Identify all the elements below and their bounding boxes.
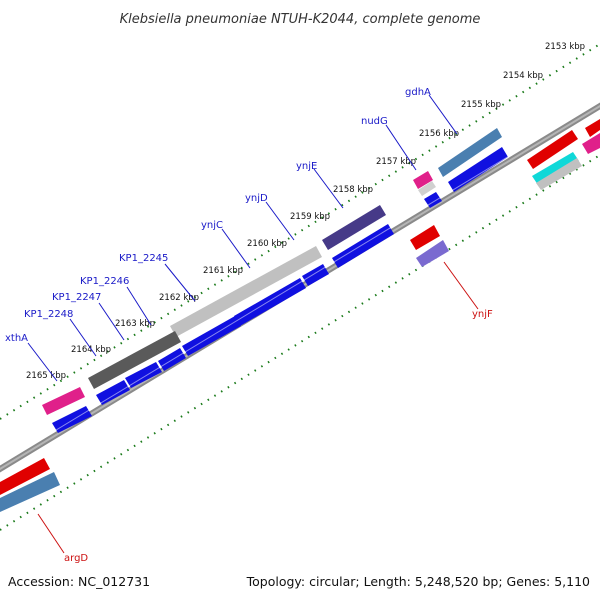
gene-label-ynjD[interactable]: ynjD	[245, 193, 268, 204]
feature-xthA[interactable]	[42, 387, 85, 415]
feature-ynjF-red[interactable]	[410, 225, 440, 250]
tick-label: 2154 kbp	[503, 71, 543, 81]
tick-label: 2158 kbp	[333, 185, 373, 195]
tick-labels: 2153 kbp 2154 kbp 2155 kbp 2156 kbp 2157…	[26, 42, 585, 381]
tick-label: 2153 kbp	[545, 42, 585, 52]
gene-label-ynjC[interactable]: ynjC	[201, 220, 223, 231]
gene-label-KP1_2247[interactable]: KP1_2247	[52, 292, 101, 303]
feature-gray-light-long[interactable]	[170, 246, 322, 337]
feature-argD[interactable]	[0, 472, 60, 512]
gene-label-xthA[interactable]: xthA	[5, 333, 28, 344]
cds-KP1_2248[interactable]	[125, 362, 162, 388]
tick-label: 2162 kbp	[159, 293, 199, 303]
gene-label-argD[interactable]: argD	[64, 553, 88, 564]
feature-gdhA[interactable]	[438, 128, 502, 177]
label-connectors	[27, 94, 479, 554]
accession-label: Accession: NC_012731	[8, 574, 150, 589]
gene-label-KP1_2248[interactable]: KP1_2248	[24, 309, 73, 320]
feature-nudG-lower	[418, 181, 436, 196]
feature-cyan[interactable]	[532, 152, 579, 185]
feature-ynjE[interactable]	[322, 205, 386, 250]
gene-label-ynjE[interactable]: ynjE	[296, 161, 317, 172]
feature-shading	[0, 100, 600, 465]
gene-label-gdhA[interactable]: gdhA	[405, 87, 431, 98]
feature-gray-right	[536, 158, 582, 190]
feature-pink-top-right[interactable]	[582, 133, 600, 154]
tick-label: 2156 kbp	[419, 129, 459, 139]
feature-track	[0, 119, 600, 512]
tick-label: 2159 kbp	[290, 212, 330, 222]
tick-label: 2163 kbp	[115, 319, 155, 329]
cds-unlabeled[interactable]	[96, 380, 130, 405]
feature-gray-dark[interactable]	[88, 331, 181, 389]
feature-nudG[interactable]	[413, 171, 433, 189]
tick-label: 2164 kbp	[71, 345, 111, 355]
gene-label-ynjF[interactable]: ynjF	[472, 309, 493, 320]
feature-red-bottom-left[interactable]	[0, 458, 50, 495]
genome-summary: Topology: circular; Length: 5,248,520 bp…	[246, 574, 590, 589]
cds-nudG[interactable]	[424, 192, 442, 208]
tick-label: 2157 kbp	[376, 157, 416, 167]
gene-label-KP1_2245[interactable]: KP1_2245	[119, 253, 168, 264]
tick-label: 2161 kbp	[203, 266, 243, 276]
feature-red-top-right[interactable]	[527, 130, 578, 169]
cds-gdhA[interactable]	[448, 147, 508, 192]
gene-label-KP1_2246[interactable]: KP1_2246	[80, 276, 129, 287]
tick-label: 2160 kbp	[247, 239, 287, 249]
tick-label: 2165 kbp	[26, 371, 66, 381]
map-title: Klebsiella pneumoniae NTUH-K2044, comple…	[120, 12, 481, 27]
tick-track-upper	[0, 43, 600, 420]
tick-label: 2155 kbp	[461, 100, 501, 110]
gene-labels: gdhA nudG ynjE ynjD ynjC KP1_2245 KP1_22…	[5, 87, 493, 564]
gene-label-nudG[interactable]: nudG	[361, 116, 388, 127]
feature-red-right-edge	[585, 119, 600, 137]
feature-ynjF[interactable]	[416, 240, 449, 267]
